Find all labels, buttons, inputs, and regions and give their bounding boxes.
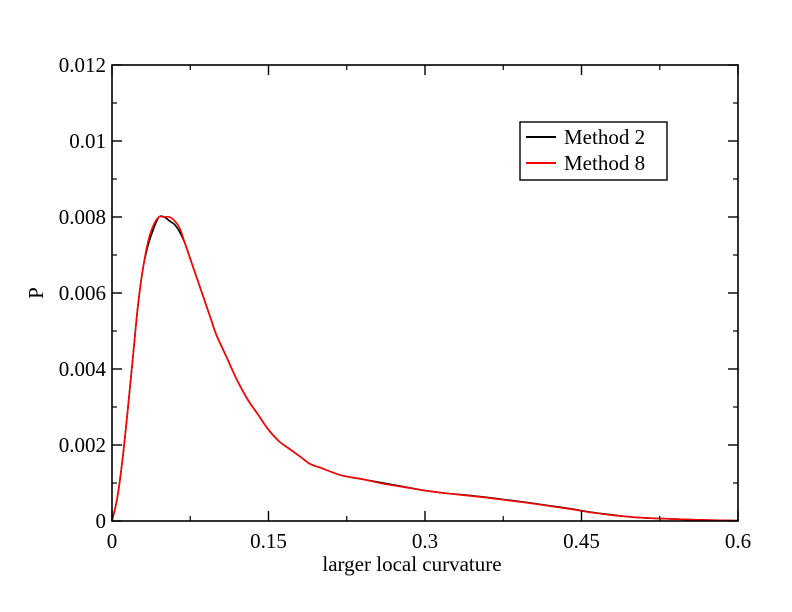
y-axis-ticks: 0 0.002 0.004 0.006 0.008 0.01 0.012: [59, 53, 738, 533]
x-axis-title: larger local curvature: [322, 552, 501, 576]
legend-label: Method 2: [564, 125, 645, 149]
x-tick-label: 0.6: [725, 529, 751, 553]
x-tick-label: 0: [107, 529, 118, 553]
legend-box: [519, 121, 668, 181]
series-line-method-8: [111, 215, 739, 522]
x-tick-label: 0.15: [250, 529, 287, 553]
x-axis-ticks: 0 0.15 0.3 0.45 0.6: [107, 65, 751, 553]
y-tick-label: 0.012: [59, 53, 106, 77]
y-tick-label: 0.008: [59, 205, 106, 229]
x-tick-label: 0.3: [412, 529, 438, 553]
y-axis-title: P: [24, 287, 48, 299]
y-tick-label: 0: [96, 509, 107, 533]
legend-label: Method 8: [564, 151, 645, 175]
y-tick-label: 0.002: [59, 433, 106, 457]
y-tick-label: 0.004: [59, 357, 107, 381]
y-tick-label: 0.01: [69, 129, 106, 153]
plot-series: [111, 215, 739, 522]
y-tick-label: 0.006: [59, 281, 106, 305]
x-tick-label: 0.45: [563, 529, 600, 553]
